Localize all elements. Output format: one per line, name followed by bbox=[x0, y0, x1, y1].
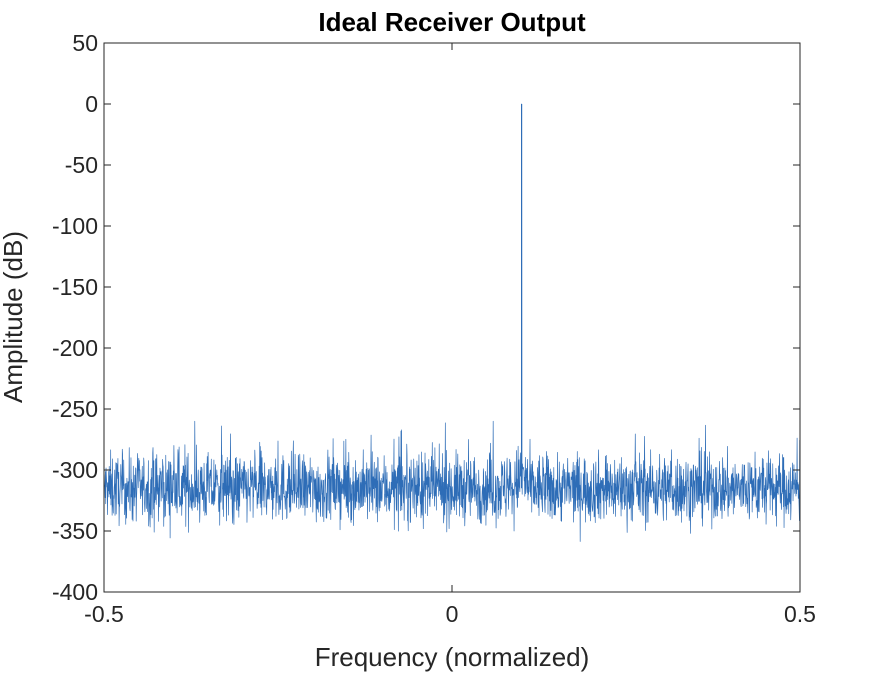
series-layer bbox=[103, 103, 801, 542]
y-tick-label: -300 bbox=[52, 457, 98, 483]
series-line bbox=[103, 103, 801, 542]
y-axis-label: Amplitude (dB) bbox=[0, 231, 28, 403]
y-tick-label: -400 bbox=[52, 579, 98, 605]
ticks-layer: -0.5 0 0.5 50 0 -50 -100 -150 -200 -250 -300 -350 -4… bbox=[52, 30, 816, 627]
chart-title: Ideal Receiver Output bbox=[318, 7, 586, 37]
y-tick-label: -250 bbox=[52, 396, 98, 422]
x-tick-label: 0.5 bbox=[784, 601, 816, 627]
y-tick-label: 50 bbox=[72, 30, 98, 56]
y-tick-label: -350 bbox=[52, 518, 98, 544]
y-tick-label: -100 bbox=[52, 213, 98, 239]
y-tick-label: -150 bbox=[52, 274, 98, 300]
y-tick-label: -50 bbox=[65, 152, 98, 178]
x-tick-label: 0 bbox=[446, 601, 459, 627]
y-tick-label: 0 bbox=[85, 91, 98, 117]
x-axis-label: Frequency (normalized) bbox=[315, 642, 590, 672]
y-tick-label: -200 bbox=[52, 335, 98, 361]
x-tick-label: -0.5 bbox=[84, 601, 124, 627]
